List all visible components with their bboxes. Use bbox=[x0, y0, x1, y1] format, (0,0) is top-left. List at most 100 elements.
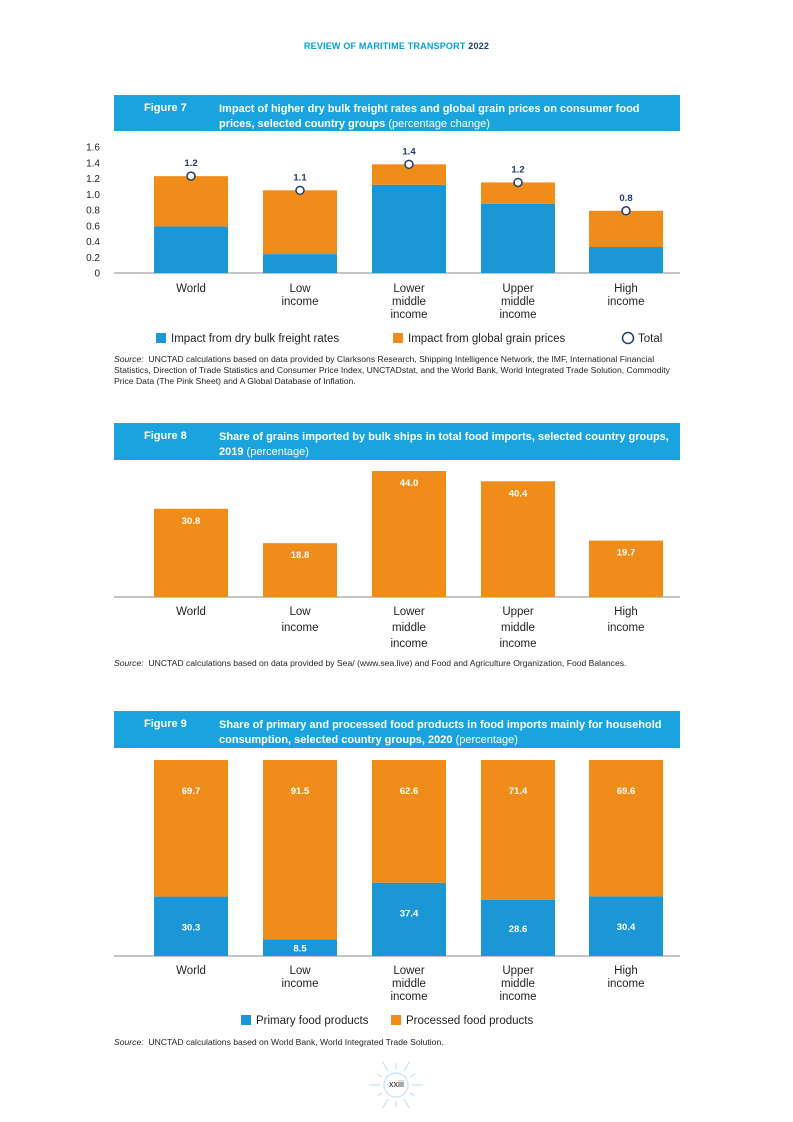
figure-8-number: Figure 8 bbox=[144, 430, 187, 442]
primary-bar bbox=[481, 899, 555, 956]
figure-9-source: Source: UNCTAD calculations based on Wor… bbox=[114, 1037, 680, 1048]
figure-7-source-label: Source: bbox=[114, 354, 144, 364]
figure-7-unit: (percentage change) bbox=[388, 118, 490, 130]
grain-share-bar bbox=[263, 543, 337, 597]
category-label: Low bbox=[289, 283, 311, 295]
sun-ray bbox=[381, 1061, 389, 1072]
processed-bar bbox=[372, 760, 446, 883]
category-label: World bbox=[176, 606, 206, 618]
category-label: income bbox=[499, 638, 536, 650]
category-label: income bbox=[607, 622, 644, 634]
y-tick-label: 1.4 bbox=[86, 158, 100, 169]
grain-share-bar bbox=[154, 508, 228, 597]
category-label: middle bbox=[392, 622, 426, 634]
category-label: income bbox=[390, 638, 427, 650]
figure-8-header: Figure 8 Share of grains imported by bul… bbox=[114, 423, 680, 460]
freight-bar bbox=[263, 254, 337, 273]
data-label: 30.3 bbox=[182, 922, 201, 933]
data-label: 44.0 bbox=[400, 478, 419, 489]
sun-ornament-icon bbox=[369, 1061, 423, 1109]
legend-swatch-processed bbox=[391, 1015, 401, 1025]
figure-9-header: Figure 9 Share of primary and processed … bbox=[114, 711, 680, 748]
total-label: 0.8 bbox=[619, 193, 632, 204]
legend-label-primary: Primary food products bbox=[256, 1015, 369, 1027]
data-label: 8.5 bbox=[293, 944, 307, 955]
freight-bar bbox=[154, 226, 228, 273]
category-label: middle bbox=[392, 978, 426, 990]
category-label: High bbox=[614, 283, 638, 295]
y-tick-label: 0.4 bbox=[86, 237, 100, 248]
primary-bar bbox=[263, 939, 337, 956]
figure-9-title: Share of primary and processed food prod… bbox=[219, 718, 669, 748]
processed-bar bbox=[154, 760, 228, 897]
category-label: Low bbox=[289, 606, 311, 618]
category-label: Lower bbox=[393, 283, 424, 295]
grain-bar bbox=[589, 210, 663, 248]
legend-label-processed: Processed food products bbox=[406, 1015, 533, 1027]
total-marker bbox=[404, 159, 414, 170]
category-label: World bbox=[176, 283, 206, 295]
y-tick-label: 1.2 bbox=[86, 174, 100, 185]
primary-bar bbox=[589, 896, 663, 956]
figure-9-unit: (percentage) bbox=[455, 734, 518, 746]
grain-bar bbox=[154, 176, 228, 227]
data-label: 30.8 bbox=[182, 516, 201, 527]
grain-bar bbox=[481, 182, 555, 204]
data-label: 40.4 bbox=[509, 488, 528, 499]
category-label: High bbox=[614, 606, 638, 618]
category-label: Upper bbox=[502, 965, 533, 977]
category-label: income bbox=[499, 991, 536, 1003]
total-marker bbox=[295, 185, 305, 196]
figure-8-title: Share of grains imported by bulk ships i… bbox=[219, 430, 669, 460]
category-label: income bbox=[499, 309, 536, 321]
legend-swatch-primary bbox=[241, 1015, 251, 1025]
y-tick-label: 0 bbox=[94, 269, 100, 280]
figure-7-title-text: Impact of higher dry bulk freight rates … bbox=[219, 103, 640, 130]
data-label: 28.6 bbox=[509, 924, 528, 935]
freight-bar bbox=[372, 184, 446, 273]
figure-7-title: Impact of higher dry bulk freight rates … bbox=[219, 102, 669, 132]
data-label: 30.4 bbox=[617, 922, 636, 933]
y-tick-label: 0.6 bbox=[86, 221, 100, 232]
primary-bar bbox=[154, 896, 228, 956]
data-label: 69.7 bbox=[182, 786, 201, 797]
category-label: World bbox=[176, 965, 206, 977]
legend-label-grain: Impact from global grain prices bbox=[408, 333, 565, 345]
y-tick-label: 0.2 bbox=[86, 253, 100, 264]
total-marker bbox=[621, 206, 631, 216]
sun-ray bbox=[409, 1092, 416, 1097]
figure-8-unit: (percentage) bbox=[246, 446, 309, 458]
y-tick-label: 1.0 bbox=[86, 190, 100, 201]
running-header: REVIEW OF MARITIME TRANSPORT 2022 bbox=[0, 41, 793, 51]
figure-9-title-text: Share of primary and processed food prod… bbox=[219, 719, 662, 746]
sun-ray bbox=[403, 1098, 411, 1109]
legend-swatch-freight bbox=[156, 333, 166, 343]
legend-swatch-grain bbox=[393, 333, 403, 343]
sun-ray bbox=[376, 1092, 383, 1097]
figure-9-chart: 30.3 69.7 8.5 91.5 37.4 62.6 28.6 71.4 30.4 69.6 W… bbox=[114, 760, 680, 1027]
sun-ray bbox=[376, 1073, 383, 1078]
category-label: middle bbox=[501, 622, 535, 634]
grain-share-bar bbox=[481, 481, 555, 597]
figure-8-chart: 30.8 18.8 44.0 40.4 19.7 World Low income Lower m… bbox=[114, 471, 680, 650]
category-label: income bbox=[607, 296, 644, 308]
figure-9-source-text: UNCTAD calculations based on World Bank,… bbox=[148, 1037, 444, 1047]
figure-8-source-label: Source: bbox=[114, 658, 144, 668]
figure-7-chart: 0 0.2 0.4 0.6 0.8 1.0 1.2 1.4 1.6 1.2 1.1 1.4 1.2 0.8… bbox=[86, 143, 680, 345]
data-label: 69.6 bbox=[617, 786, 636, 797]
data-label: 37.4 bbox=[400, 909, 419, 920]
legend-label-freight: Impact from dry bulk freight rates bbox=[171, 333, 339, 345]
header-year: 2022 bbox=[468, 41, 490, 51]
data-label: 19.7 bbox=[617, 548, 636, 559]
figure-7-number: Figure 7 bbox=[144, 102, 187, 114]
category-label: Lower bbox=[393, 965, 424, 977]
figure-7-header: Figure 7 Impact of higher dry bulk freig… bbox=[114, 95, 680, 131]
grain-share-bar bbox=[589, 540, 663, 597]
category-label: income bbox=[281, 296, 318, 308]
sun-ray bbox=[409, 1073, 416, 1078]
total-label: 1.2 bbox=[184, 158, 197, 169]
category-label: income bbox=[281, 622, 318, 634]
figure-7-source-text: UNCTAD calculations based on data provid… bbox=[114, 354, 670, 386]
freight-bar bbox=[481, 203, 555, 273]
sun-ray bbox=[381, 1098, 389, 1109]
